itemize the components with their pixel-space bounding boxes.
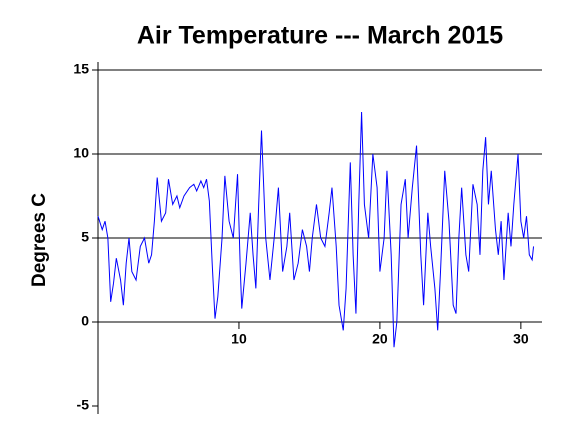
y-tick-label: 0	[81, 313, 89, 329]
y-tick-label: 15	[73, 61, 89, 77]
temperature-line	[97, 111, 535, 348]
y-tick-label: 5	[81, 229, 89, 245]
y-tick-label: -5	[77, 397, 90, 413]
y-tick-label: 10	[73, 145, 89, 161]
x-tick-label: 30	[513, 331, 529, 347]
x-tick-label: 10	[231, 331, 247, 347]
x-tick-label: 20	[372, 331, 388, 347]
chart-title: Air Temperature --- March 2015	[137, 22, 503, 50]
y-axis-label: Degrees C	[29, 193, 50, 287]
